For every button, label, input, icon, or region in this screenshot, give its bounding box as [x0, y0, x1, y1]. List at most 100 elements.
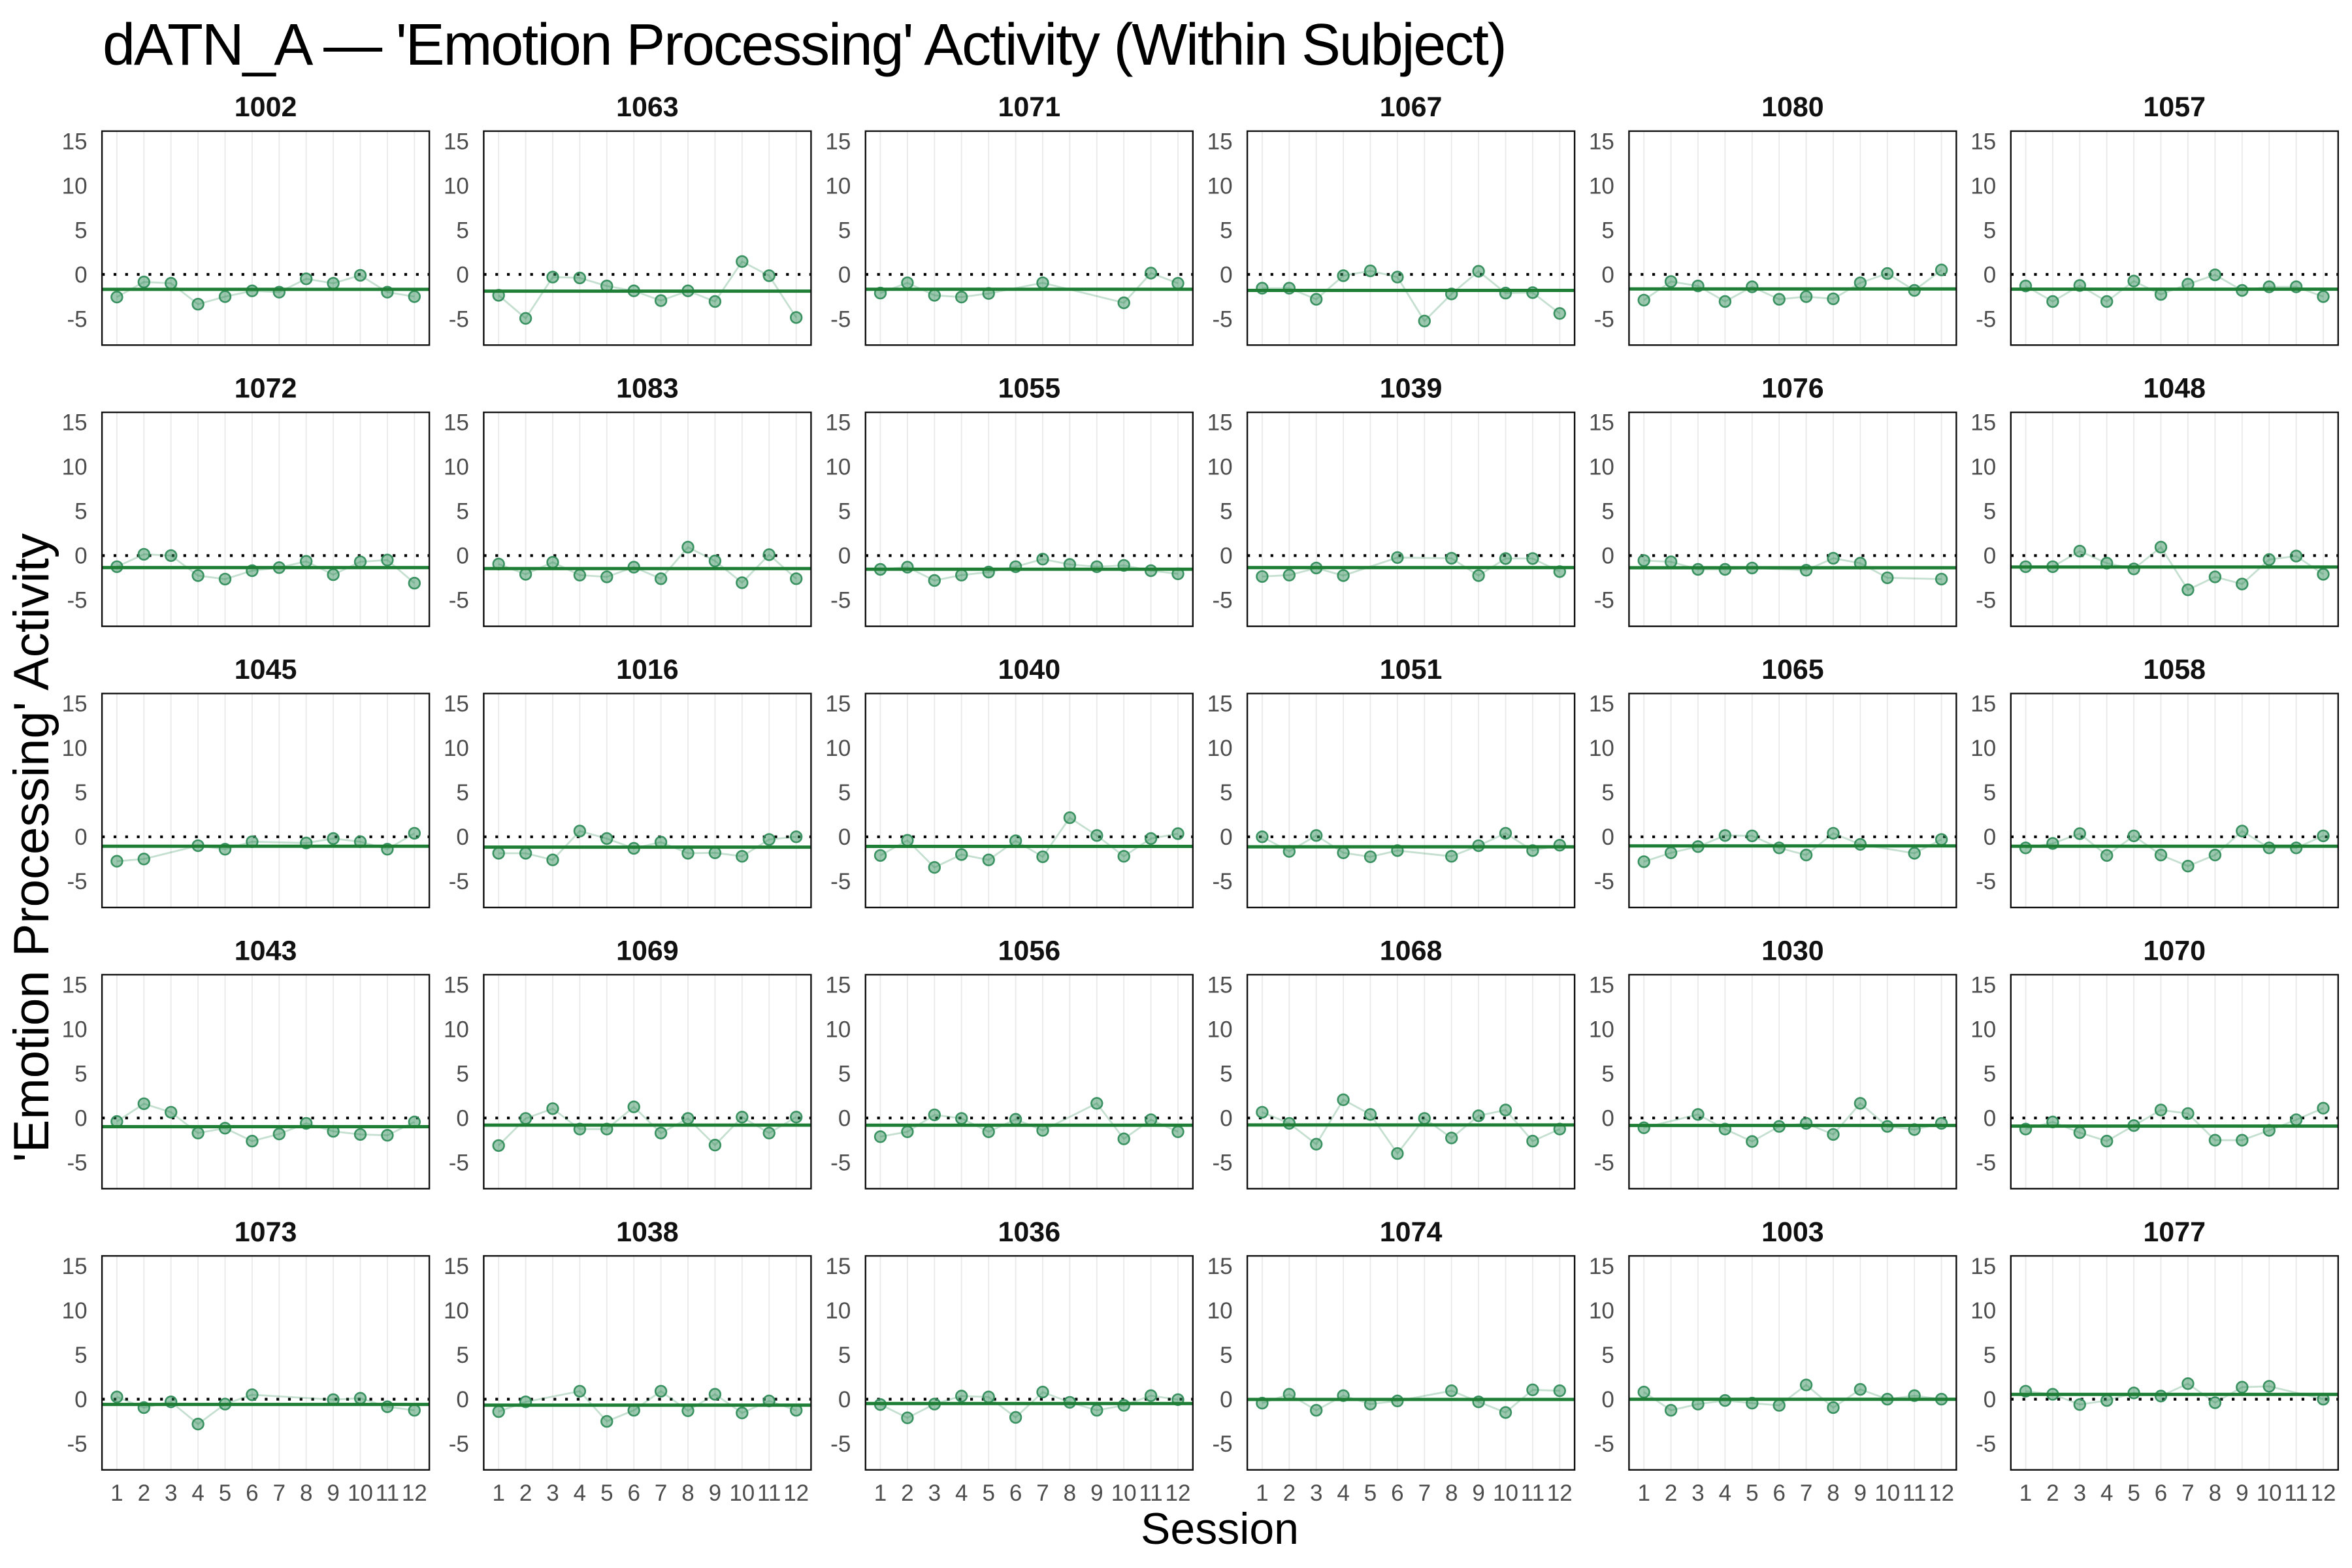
svg-text:10: 10 [2257, 1480, 2282, 1506]
svg-text:5: 5 [1601, 1343, 1614, 1368]
svg-text:15: 15 [62, 973, 88, 998]
svg-text:1065: 1065 [1761, 654, 1824, 685]
svg-text:12: 12 [2311, 1480, 2336, 1506]
svg-text:1002: 1002 [235, 91, 297, 123]
svg-text:15: 15 [1589, 691, 1614, 717]
svg-text:0: 0 [838, 544, 851, 569]
svg-text:-5: -5 [67, 306, 87, 332]
svg-text:9: 9 [327, 1480, 339, 1506]
svg-text:15: 15 [444, 973, 469, 998]
svg-text:-5: -5 [1976, 588, 1996, 613]
svg-text:-5: -5 [1976, 869, 1996, 894]
svg-text:-5: -5 [830, 1431, 851, 1457]
svg-text:3: 3 [546, 1480, 559, 1506]
svg-text:12: 12 [783, 1480, 809, 1506]
svg-text:9: 9 [1854, 1480, 1867, 1506]
svg-text:10: 10 [1970, 173, 1996, 199]
svg-text:5: 5 [1601, 499, 1614, 525]
svg-text:15: 15 [444, 410, 469, 436]
svg-text:8: 8 [1064, 1480, 1076, 1506]
svg-text:-5: -5 [1594, 306, 1614, 332]
svg-text:1045: 1045 [235, 654, 297, 685]
svg-text:-5: -5 [1212, 869, 1232, 894]
svg-text:5: 5 [1220, 1062, 1232, 1087]
svg-text:6: 6 [1009, 1480, 1022, 1506]
svg-text:0: 0 [456, 544, 468, 569]
svg-text:8: 8 [2209, 1480, 2221, 1506]
svg-text:11: 11 [2284, 1480, 2308, 1506]
svg-text:10: 10 [1207, 173, 1233, 199]
svg-text:9: 9 [709, 1480, 721, 1506]
svg-text:10: 10 [825, 455, 851, 480]
svg-text:9: 9 [1090, 1480, 1103, 1506]
svg-text:-5: -5 [1212, 306, 1232, 332]
svg-text:9: 9 [1472, 1480, 1484, 1506]
svg-text:10: 10 [1874, 1480, 1900, 1506]
svg-text:15: 15 [444, 691, 469, 717]
svg-text:0: 0 [74, 544, 87, 569]
svg-text:15: 15 [1589, 410, 1614, 436]
svg-text:1057: 1057 [2143, 91, 2206, 123]
svg-text:10: 10 [444, 173, 469, 199]
svg-text:-5: -5 [67, 588, 87, 613]
svg-text:5: 5 [1220, 218, 1232, 243]
svg-text:5: 5 [1220, 499, 1232, 525]
svg-text:5: 5 [1984, 1062, 1996, 1087]
svg-text:-5: -5 [1976, 306, 1996, 332]
svg-text:1077: 1077 [2143, 1217, 2206, 1248]
svg-text:5: 5 [74, 1343, 87, 1368]
svg-text:10: 10 [1589, 736, 1614, 761]
svg-text:1080: 1080 [1761, 91, 1824, 123]
svg-text:10: 10 [1589, 1017, 1614, 1043]
svg-text:15: 15 [1970, 1254, 1996, 1279]
svg-text:5: 5 [1601, 780, 1614, 806]
svg-text:10: 10 [825, 1298, 851, 1324]
svg-text:-5: -5 [449, 869, 469, 894]
svg-text:2: 2 [519, 1480, 532, 1506]
svg-text:0: 0 [838, 262, 851, 287]
svg-text:5: 5 [74, 1062, 87, 1087]
svg-text:12: 12 [1929, 1480, 1954, 1506]
svg-text:10: 10 [444, 1298, 469, 1324]
svg-text:12: 12 [402, 1480, 427, 1506]
svg-text:0: 0 [74, 1106, 87, 1132]
svg-text:1063: 1063 [616, 91, 679, 123]
svg-text:1003: 1003 [1761, 1217, 1824, 1248]
svg-text:1040: 1040 [998, 654, 1060, 685]
svg-text:15: 15 [825, 1254, 851, 1279]
svg-text:15: 15 [825, 410, 851, 436]
svg-text:11: 11 [376, 1480, 399, 1506]
svg-text:10: 10 [1111, 1480, 1137, 1506]
svg-text:5: 5 [74, 218, 87, 243]
svg-text:10: 10 [1493, 1480, 1518, 1506]
svg-text:5: 5 [456, 780, 468, 806]
svg-text:1048: 1048 [2143, 373, 2206, 404]
svg-text:11: 11 [1903, 1480, 1926, 1506]
svg-text:0: 0 [1601, 262, 1614, 287]
svg-text:0: 0 [1601, 544, 1614, 569]
svg-text:1055: 1055 [998, 373, 1060, 404]
svg-text:6: 6 [2155, 1480, 2167, 1506]
svg-text:15: 15 [1970, 410, 1996, 436]
svg-text:15: 15 [1970, 973, 1996, 998]
svg-text:10: 10 [1207, 455, 1233, 480]
svg-text:-5: -5 [1212, 588, 1232, 613]
svg-text:5: 5 [2127, 1480, 2140, 1506]
svg-text:2: 2 [1283, 1480, 1296, 1506]
svg-text:0: 0 [1220, 544, 1232, 569]
svg-text:-5: -5 [1976, 1151, 1996, 1176]
svg-text:6: 6 [1391, 1480, 1403, 1506]
svg-text:-5: -5 [449, 1431, 469, 1457]
svg-text:15: 15 [62, 691, 88, 717]
svg-text:0: 0 [1984, 262, 1996, 287]
svg-text:15: 15 [1970, 691, 1996, 717]
svg-text:10: 10 [1207, 1298, 1233, 1324]
svg-text:0: 0 [1984, 1387, 1996, 1413]
svg-text:0: 0 [1220, 1387, 1232, 1413]
svg-text:'Emotion Processing' Activity: 'Emotion Processing' Activity [4, 533, 59, 1162]
svg-text:0: 0 [1601, 825, 1614, 850]
svg-text:1039: 1039 [1380, 373, 1443, 404]
svg-text:5: 5 [456, 218, 468, 243]
svg-text:10: 10 [62, 1017, 88, 1043]
svg-text:15: 15 [1207, 973, 1233, 998]
